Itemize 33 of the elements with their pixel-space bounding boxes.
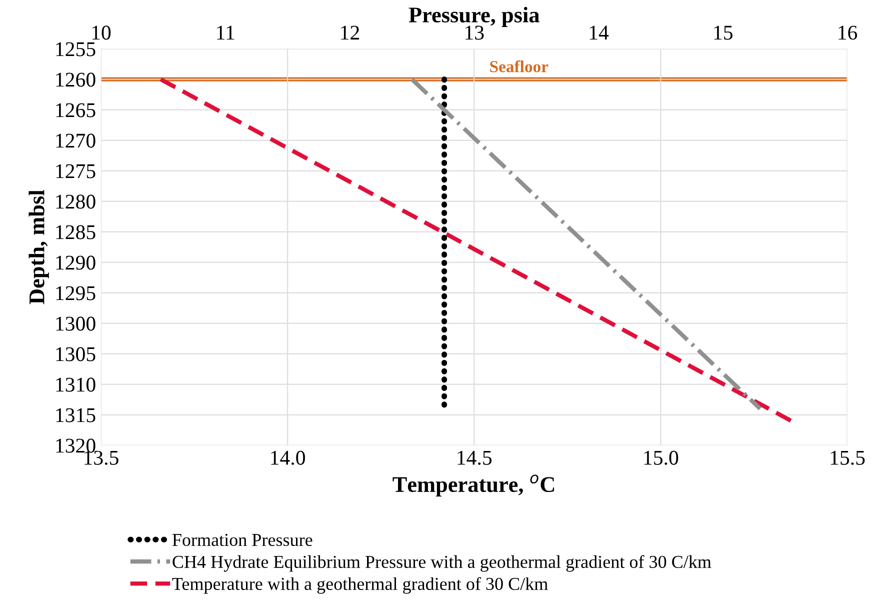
- y-tick-label: 1290: [56, 256, 96, 270]
- y-tick-label: 1310: [56, 378, 96, 392]
- x2-tick-label: 16: [838, 26, 858, 40]
- x2-tick-label: 13: [466, 26, 484, 40]
- x2-axis-title: Pressure, psia: [408, 6, 540, 27]
- x2-tick-label: 14: [590, 26, 609, 40]
- legend-label: CH4 Hydrate Equilibrium Pressure with a geothermal gradient of 30 C/km: [172, 555, 712, 572]
- legend-label: Temperature with a geothermal gradient of 30 C/km: [172, 577, 548, 594]
- ref-line-label: Seafloor: [490, 60, 548, 72]
- y-tick-label: 1270: [56, 134, 96, 148]
- y-tick-label: 1300: [56, 316, 96, 331]
- x2-tick-label: 11: [217, 26, 234, 40]
- y-tick-label: 1255: [56, 42, 96, 56]
- x2-tick-label: 12: [341, 26, 360, 40]
- x2-tick-label: 10: [92, 26, 111, 40]
- y-tick-label: 1285: [56, 225, 96, 240]
- x-axis-title: Temperature, $^{o}$C: [392, 474, 554, 497]
- x-tick-label: 15.5: [830, 450, 865, 465]
- y-tick-label: 1260: [56, 72, 96, 87]
- y-tick-label: 1280: [56, 194, 96, 209]
- y-tick-label: 1315: [56, 408, 96, 422]
- legend-label: Formation Pressure: [172, 534, 312, 546]
- x-tick-label: 15.0: [644, 450, 678, 465]
- y-tick-label: 1295: [56, 286, 96, 300]
- x-tick-label: 14.0: [271, 450, 305, 465]
- x2-tick-label: 15: [714, 26, 732, 40]
- y-tick-label: 1275: [56, 164, 96, 178]
- x-tick-label: 13.5: [84, 450, 118, 465]
- x-tick-label: 14.5: [458, 450, 492, 465]
- y-tick-label: 1320: [56, 438, 96, 453]
- y-axis-title: Depth, mbsl: [28, 190, 49, 304]
- y-tick-label: 1305: [56, 347, 96, 362]
- y-tick-label: 1265: [56, 103, 96, 118]
